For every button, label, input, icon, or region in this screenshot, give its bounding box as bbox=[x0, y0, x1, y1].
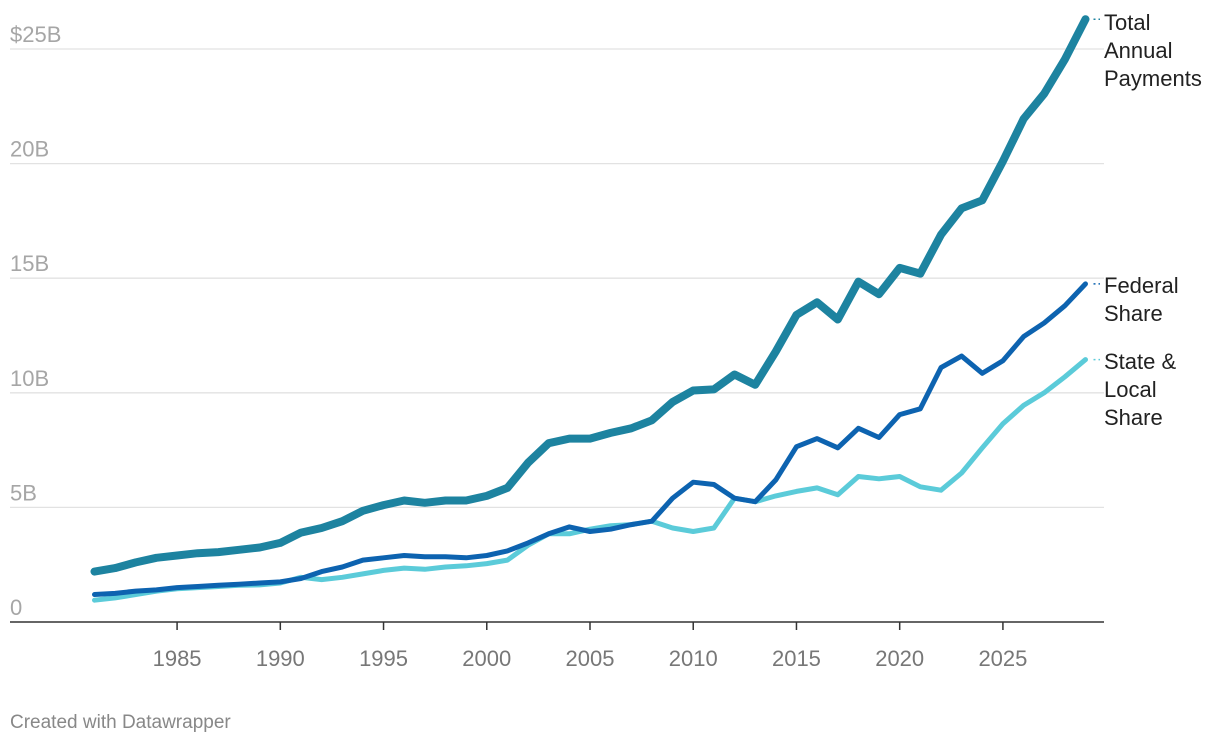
y-tick-label: 20B bbox=[10, 137, 49, 162]
y-tick-label: 10B bbox=[10, 366, 49, 391]
x-tick-label: 2020 bbox=[875, 646, 924, 671]
footer-credit: Created with Datawrapper bbox=[10, 712, 231, 733]
y-tick-label: 0 bbox=[10, 595, 22, 620]
gridlines bbox=[10, 48, 1104, 509]
x-tick-label: 2005 bbox=[566, 646, 615, 671]
x-tick-label: 2000 bbox=[462, 646, 511, 671]
series-line-total-annual-payments bbox=[90, 15, 1090, 576]
series-label-federal-share: Federal Share bbox=[1104, 273, 1179, 326]
y-axis-labels: 0 5B 10B 15B 20B $25B bbox=[10, 22, 61, 620]
x-tick-label: 1985 bbox=[153, 646, 202, 671]
series-lines bbox=[90, 15, 1090, 603]
x-tick-label: 2015 bbox=[772, 646, 821, 671]
x-axis bbox=[10, 621, 1104, 630]
series-line-state-local-share bbox=[92, 357, 1088, 603]
series-labels: Total Annual Payments Federal Share State & Lo… bbox=[1093, 10, 1202, 430]
x-tick-label: 1990 bbox=[256, 646, 305, 671]
y-tick-label: 5B bbox=[10, 480, 37, 505]
x-tick-label: 2010 bbox=[669, 646, 718, 671]
series-label-total-annual-payments: Total Annual Payments bbox=[1104, 10, 1202, 91]
series-label-state-local-share: State & Local Share bbox=[1104, 349, 1176, 430]
x-tick-label: 2025 bbox=[978, 646, 1027, 671]
y-tick-label: $25B bbox=[10, 22, 61, 47]
series-line-federal-share bbox=[92, 281, 1088, 597]
x-axis-labels: 1985 1990 1995 2000 2005 2010 2015 2020 2025 bbox=[153, 646, 1028, 671]
x-tick-label: 1995 bbox=[359, 646, 408, 671]
line-chart: 0 5B 10B 15B 20B $25B 1985 1990 1995 2000 2005 201… bbox=[10, 10, 1202, 671]
y-tick-label: 15B bbox=[10, 251, 49, 276]
